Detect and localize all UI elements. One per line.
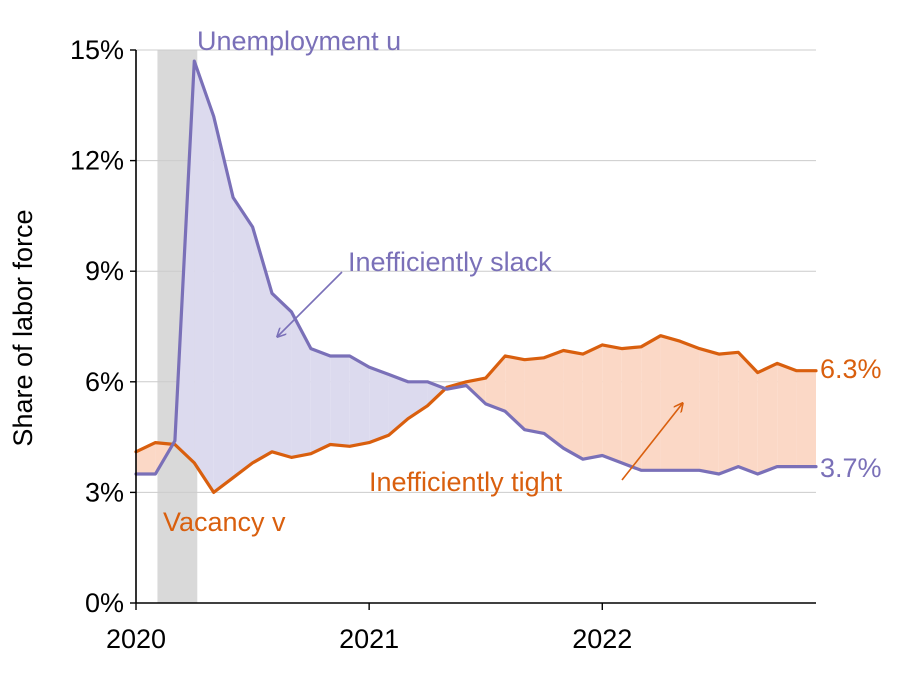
y-tick-label: 3% [85,477,124,507]
tight-area [544,350,564,449]
tight-area [621,346,642,471]
slack-area [330,355,350,447]
slack-area [272,293,292,458]
tight-area [757,363,778,474]
unemployment-end-label: 3.7% [820,453,882,483]
unemployment-series-label: Unemployment u [197,26,401,56]
tight-area [505,355,525,430]
slack-area [388,374,408,436]
y-axis-label: Share of labor force [8,209,38,446]
y-tick-label: 15% [70,35,124,65]
inefficiently-slack-label: Inefficiently slack [348,247,552,277]
slack-area [291,311,311,458]
tight-area [563,350,583,460]
unemployment-line [134,59,818,476]
y-tick-label: 6% [85,367,124,397]
slack-area [408,381,428,419]
tight-area [777,363,797,467]
tight-area [699,348,719,474]
vacancy-line [134,334,818,494]
tight-area [602,344,622,463]
slack-area [252,226,272,463]
slack-area [213,116,234,493]
slack-arrow [278,271,343,336]
slack-area [310,348,331,454]
tight-area [641,335,661,471]
inefficiently-tight-label: Inefficiently tight [369,467,563,497]
tight-area [738,352,758,474]
slack-area [349,355,370,447]
tight-area [660,335,680,471]
x-tick-label: 2022 [572,624,632,654]
tight-area [485,355,506,412]
tight-area [718,352,739,474]
vacancy-end-label: 6.3% [820,354,882,384]
tight-area [680,341,700,471]
x-tick-label: 2020 [106,624,166,654]
slack-area [194,61,214,493]
slack-area [233,197,253,478]
tight-area [796,370,816,467]
slack-area [369,367,389,443]
y-tick-label: 12% [70,146,124,176]
tight-area [524,357,544,434]
y-tick-label: 9% [85,256,124,286]
tight-area [582,344,603,460]
y-tick-label: 0% [85,588,124,618]
x-tick-label: 2021 [339,624,399,654]
vacancy-series-label: Vacancy v [163,507,286,537]
tight-arrow [621,404,682,481]
